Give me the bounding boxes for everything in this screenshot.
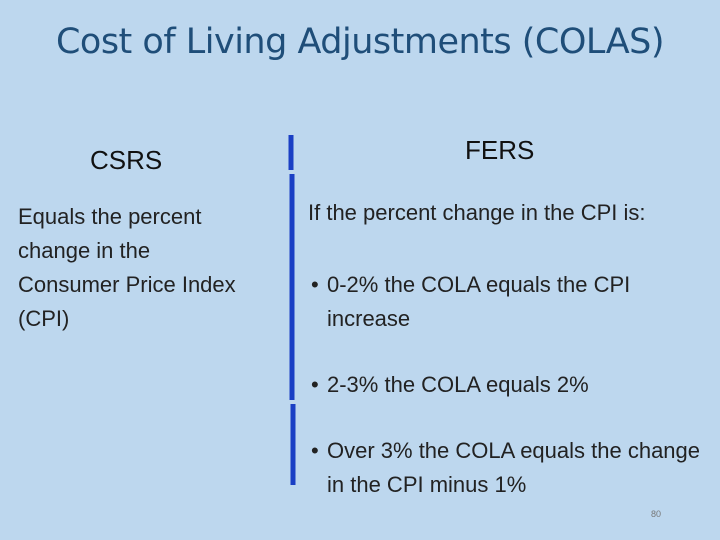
fers-item: 2-3% the COLA equals 2%	[308, 368, 700, 402]
csrs-line: change in the	[18, 238, 151, 263]
fers-intro: If the percent change in the CPI is:	[308, 200, 646, 225]
csrs-line: Equals the percent	[18, 204, 202, 229]
csrs-heading: CSRS	[90, 145, 163, 175]
csrs-line: (CPI)	[18, 306, 70, 331]
divider	[288, 135, 296, 485]
csrs-text: Equals the percent change in the Consumer …	[18, 200, 288, 336]
page-number: 80	[651, 509, 662, 519]
fers-list: 0-2% the COLA equals the CPI increase 2-3…	[308, 268, 700, 534]
slide-title: Cost of Living Adjustments (COLAS)	[55, 22, 665, 62]
fers-item: Over 3% the COLA equals the change in th…	[308, 434, 700, 502]
fers-item: 0-2% the COLA equals the CPI increase	[308, 268, 700, 336]
fers-heading: FERS	[465, 135, 535, 165]
csrs-line: Consumer Price Index	[18, 272, 236, 297]
